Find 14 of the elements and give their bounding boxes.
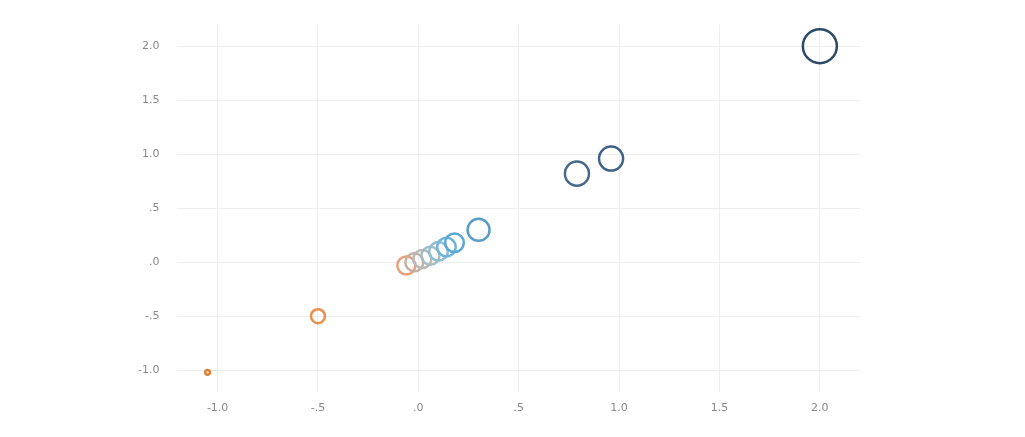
y-tick-label: -.5 bbox=[144, 309, 160, 323]
x-tick-label: 2.0 bbox=[811, 401, 829, 415]
x-tick-label: 1.0 bbox=[610, 401, 628, 415]
x-tick-label: -1.0 bbox=[206, 401, 229, 415]
y-tick-label: .5 bbox=[148, 201, 160, 215]
y-tick-label: 1.0 bbox=[141, 147, 160, 161]
y-tick-label: 2.0 bbox=[141, 39, 160, 53]
x-tick-label: -.5 bbox=[310, 401, 326, 415]
x-tick-label: 1.5 bbox=[710, 401, 729, 415]
y-tick-label: .0 bbox=[148, 255, 160, 269]
x-tick-label: .5 bbox=[513, 401, 524, 415]
y-tick-label: -1.0 bbox=[137, 363, 160, 377]
x-tick-label: .0 bbox=[413, 401, 424, 415]
y-tick-label: 1.5 bbox=[141, 93, 160, 107]
